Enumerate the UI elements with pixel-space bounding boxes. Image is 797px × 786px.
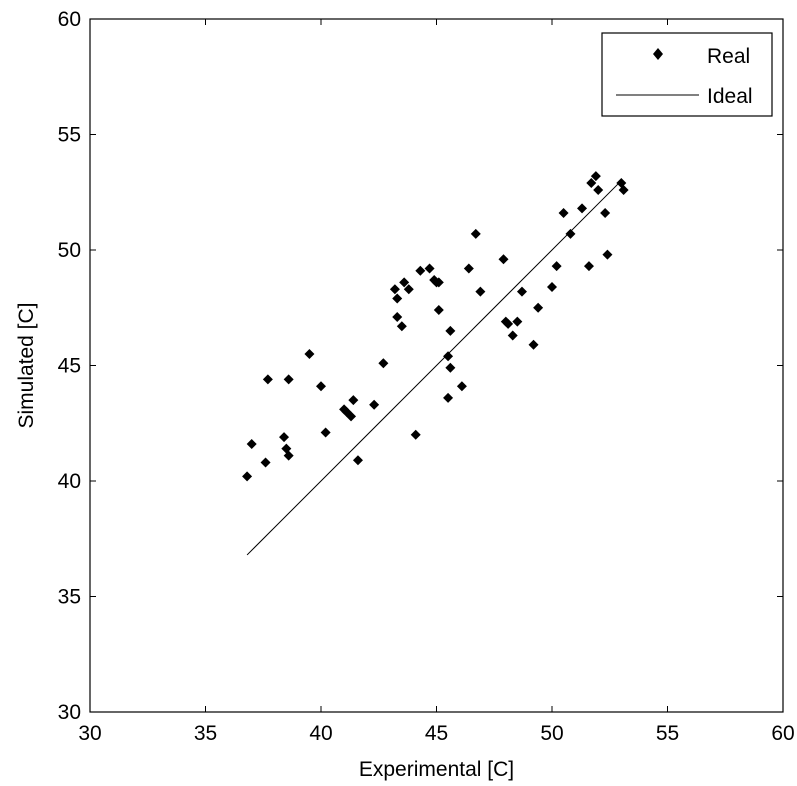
data-point <box>369 399 380 410</box>
data-point <box>443 351 454 362</box>
data-point <box>456 381 467 392</box>
data-point <box>424 263 435 274</box>
data-point <box>618 184 629 195</box>
legend-real-label: Real <box>707 45 750 68</box>
y-tick-label: 30 <box>58 701 81 724</box>
x-tick-label: 45 <box>425 722 448 745</box>
data-point <box>528 339 539 350</box>
data-point <box>498 254 509 265</box>
data-point <box>590 171 601 182</box>
y-tick-label: 35 <box>58 586 81 609</box>
data-point <box>433 305 444 316</box>
legend-real-marker <box>653 48 663 60</box>
x-tick-label: 40 <box>309 722 332 745</box>
data-point <box>533 302 544 313</box>
data-point <box>586 178 597 189</box>
data-point <box>443 392 454 403</box>
y-axis-title: Simulated [C] <box>15 302 38 428</box>
data-point <box>392 311 403 322</box>
data-point <box>583 261 594 272</box>
data-point <box>283 374 294 385</box>
data-point <box>392 293 403 304</box>
data-point <box>577 203 588 214</box>
legend: Real Ideal <box>601 32 773 117</box>
data-point <box>475 286 486 297</box>
data-point <box>399 277 410 288</box>
data-point <box>304 348 315 359</box>
data-point <box>410 429 421 440</box>
y-tick-label: 60 <box>58 8 81 31</box>
data-point <box>512 316 523 327</box>
data-point <box>433 277 444 288</box>
ideal-line <box>246 180 622 556</box>
data-point <box>507 330 518 341</box>
x-tick-label: 35 <box>194 722 217 745</box>
data-point <box>551 261 562 272</box>
x-axis-ticks: 30 35 40 45 50 55 60 <box>78 19 795 745</box>
x-tick-label: 30 <box>78 722 101 745</box>
data-point <box>316 381 326 392</box>
data-point <box>503 318 514 329</box>
data-point <box>445 362 456 373</box>
data-point <box>348 395 359 406</box>
legend-box <box>601 32 773 117</box>
data-point <box>600 208 611 219</box>
data-point <box>396 321 407 332</box>
x-axis-title: Experimental [C] <box>359 758 514 781</box>
legend-ideal-label: Ideal <box>707 85 753 108</box>
series-layer <box>242 171 629 556</box>
data-point <box>246 439 257 450</box>
data-point <box>415 265 426 276</box>
data-point <box>516 286 527 297</box>
data-point <box>346 411 357 422</box>
data-point <box>378 358 389 369</box>
data-point <box>389 284 400 295</box>
x-tick-label: 55 <box>656 722 679 745</box>
y-tick-label: 45 <box>58 355 81 378</box>
data-point <box>602 249 613 260</box>
data-point <box>403 284 414 295</box>
data-point <box>352 455 363 466</box>
data-point <box>242 471 253 482</box>
y-tick-label: 50 <box>58 239 81 262</box>
data-point <box>593 184 604 195</box>
data-point <box>260 457 271 468</box>
data-point <box>470 228 481 239</box>
data-point <box>558 208 569 219</box>
data-point <box>283 450 294 461</box>
data-point <box>463 263 474 274</box>
data-point <box>279 432 290 443</box>
y-axis-ticks: 30 35 40 45 50 55 60 <box>58 8 783 724</box>
data-point <box>547 281 557 292</box>
data-point <box>565 228 576 239</box>
y-tick-label: 55 <box>58 124 81 147</box>
x-tick-label: 50 <box>540 722 563 745</box>
data-point <box>262 374 273 385</box>
data-point <box>445 325 456 336</box>
y-tick-label: 40 <box>58 470 81 493</box>
x-tick-label: 60 <box>771 722 794 745</box>
data-point <box>320 427 331 438</box>
